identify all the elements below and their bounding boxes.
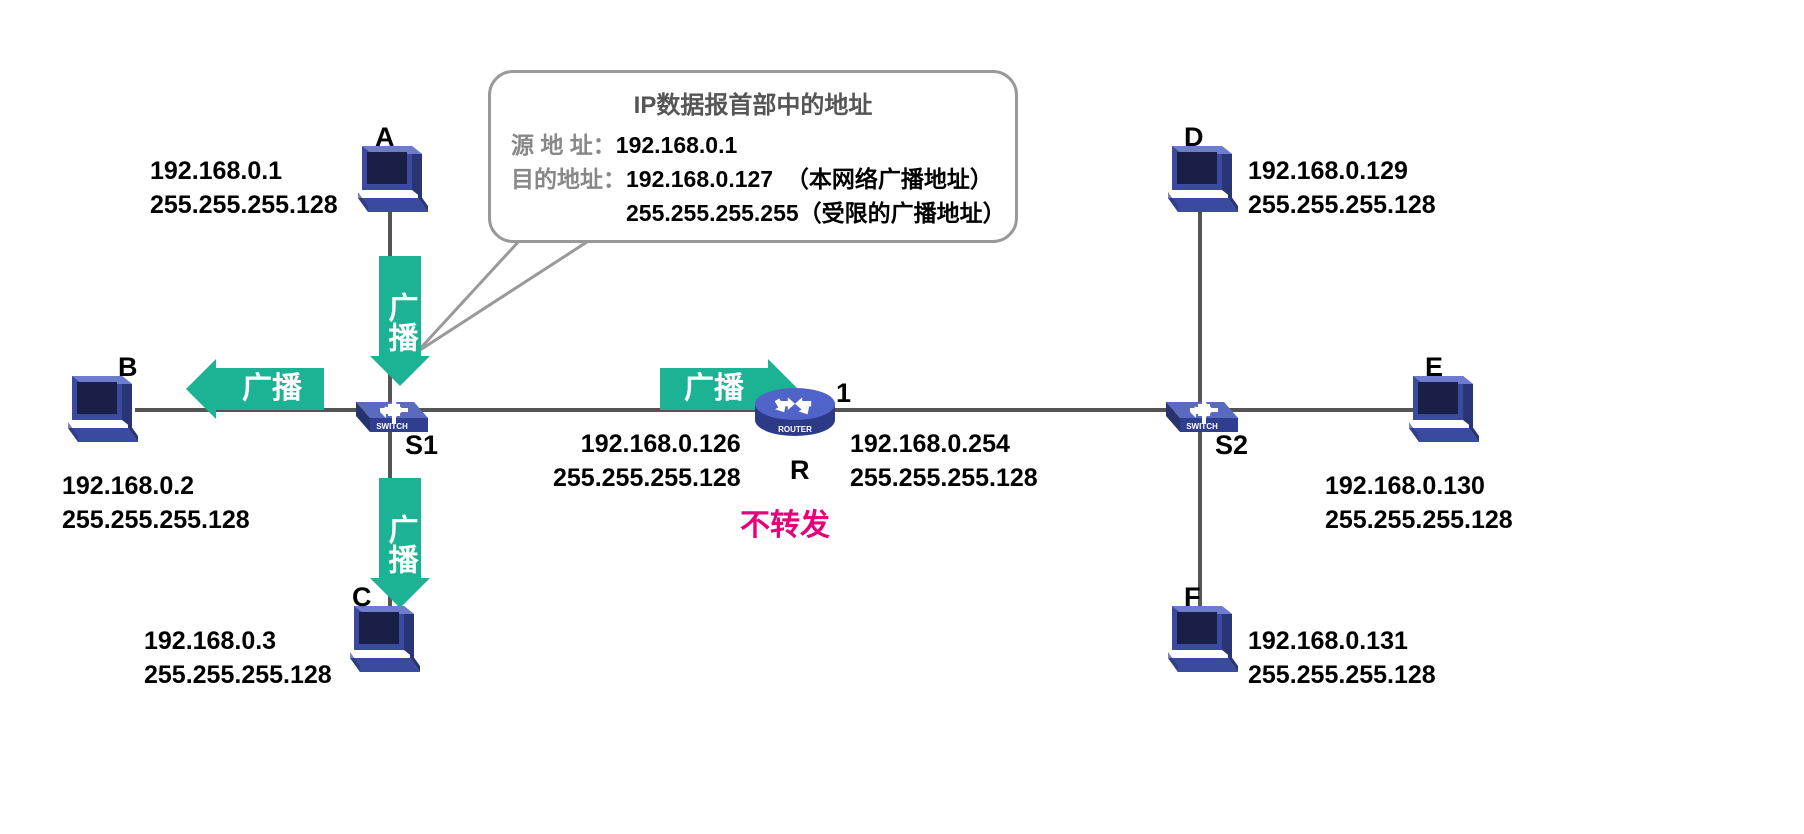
host-b-ip: 192.168.0.2255.255.255.128: [62, 470, 250, 538]
host-d-label: D: [1184, 122, 1204, 153]
host-d-icon: [1168, 146, 1238, 212]
devices: SWITCH ROUTER: [0, 0, 1804, 834]
switch-s2-icon: [1166, 396, 1238, 432]
host-a-ip: 192.168.0.1255.255.255.128: [150, 155, 338, 223]
host-b-icon: [68, 376, 138, 442]
router-label: R: [790, 455, 810, 486]
switch-s1-icon: [356, 396, 428, 432]
host-a-label: A: [375, 122, 395, 153]
host-f-icon: [1168, 606, 1238, 672]
host-e-ip: 192.168.0.130255.255.255.128: [1325, 470, 1513, 538]
router-left-ip: 192.168.0.126255.255.255.128: [553, 428, 741, 496]
host-e-icon: [1409, 376, 1479, 442]
host-c-ip: 192.168.0.3255.255.255.128: [144, 625, 332, 693]
host-c-icon: [350, 606, 420, 672]
host-f-label: F: [1184, 582, 1201, 613]
no-forward-label: 不转发: [740, 500, 830, 544]
host-f-ip: 192.168.0.131255.255.255.128: [1248, 625, 1436, 693]
host-d-ip: 192.168.0.129255.255.255.128: [1248, 155, 1436, 223]
router-port-label: 1: [836, 378, 851, 409]
router-right-ip: 192.168.0.254255.255.255.128: [850, 428, 1038, 496]
router-icon: [755, 388, 835, 436]
host-c-label: C: [352, 582, 372, 613]
host-a-icon: [358, 146, 428, 212]
host-b-label: B: [118, 352, 138, 383]
switch-s2-label: S2: [1215, 430, 1248, 461]
host-e-label: E: [1425, 352, 1443, 383]
switch-s1-label: S1: [405, 430, 438, 461]
